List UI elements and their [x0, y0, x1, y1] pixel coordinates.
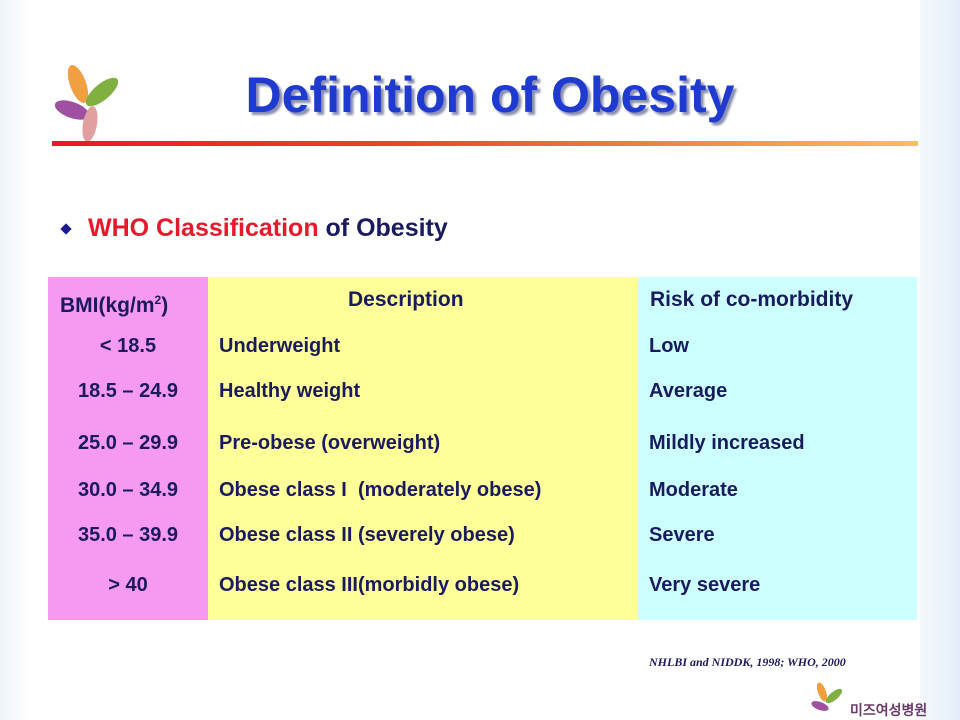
bullet-highlight: WHO Classification	[88, 214, 319, 242]
table-cell: Healthy weight	[219, 380, 361, 402]
table-cell: Average	[649, 380, 728, 402]
table-cell: Low	[649, 335, 689, 357]
header-text: BMI(kg/m	[60, 294, 155, 317]
bullet: WHO Classification of Obesity	[60, 214, 448, 243]
logo-small	[811, 682, 843, 711]
header-sup: 2	[154, 293, 162, 307]
table: BMI(kg/m2) Description Risk of co-morbidit…	[48, 277, 917, 620]
table-cell: Obese class II (severely obese)	[219, 524, 515, 546]
column-bg	[48, 277, 208, 620]
header-cell: Description	[348, 288, 464, 312]
table-cell: Severe	[649, 524, 715, 546]
header-cell: BMI(kg/m2)	[60, 288, 168, 318]
table-cell: Mildly increased	[649, 432, 805, 454]
table-cell: > 40	[108, 574, 148, 596]
header-text: Risk of co-morbidity	[650, 288, 854, 311]
title-rule	[52, 141, 918, 146]
logo-icon	[54, 65, 119, 142]
table-cell: < 18.5	[99, 335, 157, 357]
header-cell: Risk of co-morbidity	[650, 288, 853, 312]
column-bg	[208, 277, 638, 620]
header-text: )	[161, 294, 169, 317]
table-cell: Obese class III(morbidly obese)	[219, 574, 520, 596]
table-cell: Pre-obese (overweight)	[219, 432, 441, 454]
table-cell: Obese class I (moderately obese)	[219, 479, 542, 501]
table-cell: Moderate	[649, 479, 738, 501]
table-cell: Very severe	[649, 574, 761, 596]
citation: NHLBI and NIDDK, 1998; WHO, 2000	[649, 655, 846, 669]
title: Definition of Obesity	[245, 67, 735, 123]
table-cell: Underweight	[219, 335, 341, 357]
decoration	[0, 0, 30, 720]
bullet-text: of Obesity	[318, 214, 448, 242]
table-cell: 18.5 – 24.9	[77, 380, 179, 402]
table-cell: 25.0 – 29.9	[77, 432, 179, 454]
table-cell: 35.0 – 39.9	[77, 524, 179, 546]
decoration	[920, 0, 960, 720]
table-cell: 30.0 – 34.9	[77, 479, 179, 501]
logo-name: 미즈여성병원	[850, 702, 928, 718]
header-text: Description	[348, 288, 464, 311]
column-bg	[638, 277, 917, 620]
